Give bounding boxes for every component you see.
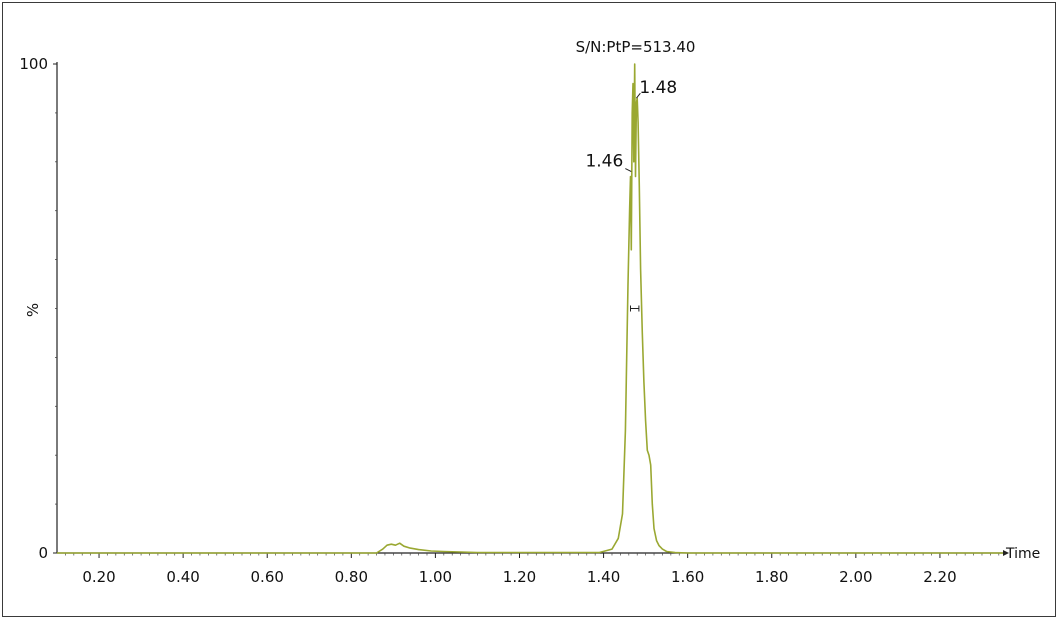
x-tick-label: 1.60 [671,568,704,586]
x-tick-label: 1.80 [755,568,788,586]
x-tick-label: 2.20 [923,568,956,586]
peak-label: 1.48 [639,78,677,98]
x-tick-label: 0.40 [166,568,199,586]
x-tick-label: 0.20 [82,568,115,586]
series-layer [57,63,1003,554]
x-tick-label: 1.20 [503,568,536,586]
axes: Time% [24,62,1040,562]
x-tick-label: 2.00 [839,568,872,586]
peak-label: 1.46 [585,152,623,172]
peak-label-leader [625,168,632,173]
peak-label-leader [635,92,641,99]
x-tick-label: 1.00 [419,568,452,586]
x-tick-label: 1.40 [587,568,620,586]
sn-annotation: S/N:PtP=513.40 [576,38,696,56]
y-axis-label: % [24,303,42,317]
x-axis-arrow [1003,550,1009,556]
x-tick-label: 0.80 [335,568,368,586]
series-line-0 [57,63,1003,554]
x-tick-label: 0.60 [251,568,284,586]
annotations: S/N:PtP=513.40 1.46 1.48 [576,38,696,312]
y-tick-label: 0 [38,544,48,562]
x-axis-label: Time [1005,546,1040,562]
ticks: 0 100 0.20 0.40 0.60 0.80 1.00 1.20 1.40 1.60 1.80… [19,55,1000,586]
y-tick-label: 100 [19,55,48,73]
